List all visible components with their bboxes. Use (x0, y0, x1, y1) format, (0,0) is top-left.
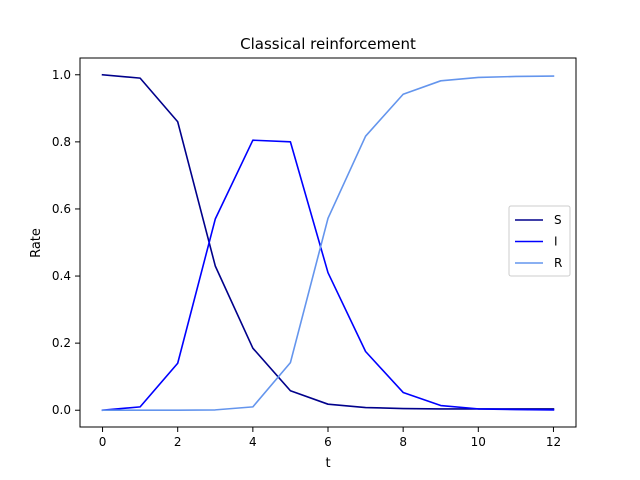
legend: SIR (508, 205, 571, 277)
legend-label-i: I (554, 235, 558, 249)
x-tick-label: 4 (249, 435, 257, 449)
x-axis: 0 2 4 6 8 10 12 (99, 427, 561, 449)
y-tick-label: 0.8 (52, 135, 71, 149)
plot-frame (79, 57, 577, 428)
series-line-r (101, 75, 555, 412)
x-tick-label: 12 (546, 435, 561, 449)
y-tick-label: 0.2 (52, 336, 71, 350)
legend-label-s: S (554, 213, 562, 227)
x-axis-label: t (325, 456, 330, 471)
legend-label-r: R (554, 256, 562, 270)
x-tick-label: 6 (324, 435, 332, 449)
y-tick-label: 0.4 (52, 269, 71, 283)
series-line-i (101, 139, 555, 412)
x-tick-label: 8 (399, 435, 407, 449)
y-tick-label: 1.0 (52, 68, 71, 82)
y-axis: 0.0 0.2 0.4 0.6 0.8 1.0 (52, 68, 80, 417)
x-tick-label: 10 (471, 435, 486, 449)
y-tick-label: 0.0 (52, 403, 71, 417)
y-tick-label: 0.6 (52, 202, 71, 216)
y-axis-label: Rate (29, 228, 44, 258)
chart-title: Classical reinforcement (240, 35, 416, 53)
series-layer (101, 73, 555, 412)
x-tick-label: 2 (174, 435, 182, 449)
plot-area (79, 57, 577, 428)
x-tick-label: 0 (99, 435, 107, 449)
